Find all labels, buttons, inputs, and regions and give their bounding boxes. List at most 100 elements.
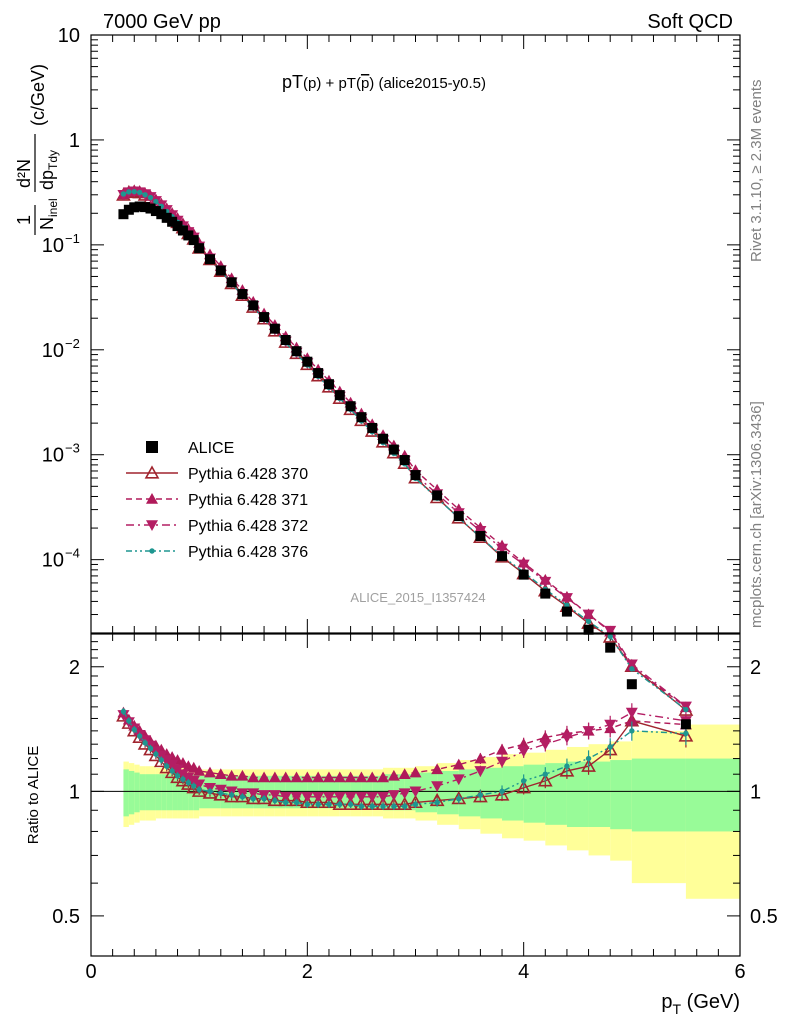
ratio-series-point xyxy=(213,787,229,801)
band-inner-segment xyxy=(139,774,146,811)
side-mcplots-label: mcplots.cern.ch [arXiv:1306.3436] xyxy=(748,401,765,628)
alice-data-point xyxy=(226,277,237,288)
ratio-series-point xyxy=(629,728,635,734)
ratio-series-point xyxy=(268,771,281,783)
main-y-tick-label: 10 xyxy=(42,550,64,572)
legend-entry-label: Pythia 6.428 372 xyxy=(188,518,308,535)
main-series-point xyxy=(683,706,689,713)
legend-marker xyxy=(144,465,160,479)
ratio-series-point xyxy=(355,792,368,803)
ratio-series-point xyxy=(131,726,137,733)
alice-data-point xyxy=(626,679,637,690)
ratio-series-point xyxy=(473,789,488,803)
ratio-series-point xyxy=(142,740,148,746)
ratio-series-point xyxy=(542,771,548,777)
alice-data-point xyxy=(680,719,691,730)
ratio-series-point xyxy=(247,788,260,800)
ratio-series-point xyxy=(456,795,462,802)
legend-entry-label: Pythia 6.428 371 xyxy=(188,492,308,509)
main-series-point xyxy=(607,633,613,640)
ratio-series-point xyxy=(625,707,638,719)
x-tick-label: 2 xyxy=(302,961,313,983)
main-series-point xyxy=(136,189,143,196)
band-inner-segment xyxy=(685,758,740,832)
plot-title-end: ) (alice2015-y0.5) xyxy=(369,75,486,92)
main-series-line xyxy=(123,190,687,707)
main-y-tick-label: 10 xyxy=(42,340,64,362)
alice-data-point xyxy=(475,531,486,542)
band-inner-segment xyxy=(128,770,135,815)
ratio-series-point xyxy=(366,792,379,803)
ratio-series-point xyxy=(431,781,444,793)
main-series-point xyxy=(539,576,552,588)
band-inner-segment xyxy=(502,766,524,821)
ratio-series-point xyxy=(174,773,181,779)
ratio-series-point xyxy=(398,788,411,800)
band-inner-segment xyxy=(172,774,178,811)
ylabel-unit: (c/GeV) xyxy=(28,64,48,126)
legend-entry-label: Pythia 6.428 376 xyxy=(188,544,308,561)
ratio-series-point xyxy=(604,719,617,731)
ratio-series-point xyxy=(607,744,613,750)
ratio-series-point xyxy=(581,758,596,772)
ratio-series-point xyxy=(564,763,570,769)
ratio-series-point xyxy=(261,795,267,802)
ratio-series-point xyxy=(225,769,238,781)
ratio-series-point xyxy=(409,786,422,798)
legend-marker xyxy=(149,548,155,554)
alice-data-point xyxy=(345,401,356,412)
ratio-series-point xyxy=(355,771,368,783)
main-series-point xyxy=(582,609,595,621)
main-series-point xyxy=(153,198,159,205)
legend-marker xyxy=(146,493,158,504)
x-tick-label: 6 xyxy=(734,961,745,983)
main-series-point xyxy=(126,189,132,195)
ratio-series-point xyxy=(377,792,390,803)
ratio-series-line xyxy=(122,711,686,808)
ratio-y-tick-label-left: 2 xyxy=(69,657,80,679)
band-inner-segment xyxy=(404,774,416,811)
ylabel-den-dp: dpTdy xyxy=(37,150,60,190)
ratio-series-point xyxy=(164,763,170,769)
x-tick-label: 0 xyxy=(85,961,96,983)
ratio-series-point xyxy=(477,792,484,798)
band-inner-segment xyxy=(145,774,151,811)
ratio-series-point xyxy=(358,803,365,810)
xlabel-unit: (GeV) xyxy=(687,991,740,1013)
ratio-series-point xyxy=(409,766,422,778)
band-inner-segment xyxy=(209,775,221,809)
ratio-series-point xyxy=(203,766,216,778)
plot-title-p: (p) + pT( xyxy=(303,75,361,92)
ratio-series-point xyxy=(539,739,552,751)
ratio-plot-area xyxy=(91,724,740,899)
xlabel-sub: T xyxy=(673,1001,682,1017)
main-y-axis-label: 1 Ninel d²N dpTdy (c/GeV) xyxy=(14,64,60,235)
ylabel-den-sub: inel xyxy=(46,198,60,217)
x-tick-label: 4 xyxy=(518,961,529,983)
ratio-series-line xyxy=(122,712,686,779)
ratio-series-line xyxy=(122,715,687,806)
ratio-series-point xyxy=(496,756,509,768)
main-series-point xyxy=(120,191,127,197)
ratio-series-point xyxy=(272,797,278,804)
ratio-series-point xyxy=(235,789,250,803)
ratio-series-point xyxy=(136,733,143,739)
ratio-series-point xyxy=(496,743,509,755)
band-inner-segment xyxy=(566,761,589,827)
alice-data-point xyxy=(129,202,140,213)
ratio-series-point xyxy=(126,718,132,724)
alice-data-point xyxy=(145,203,156,214)
ratio-series-point xyxy=(180,776,186,782)
ratio-series-point xyxy=(537,773,553,787)
alice-data-point xyxy=(291,346,302,357)
ratio-series-point xyxy=(187,776,200,787)
main-series-point xyxy=(142,192,148,198)
alice-data-point xyxy=(123,204,134,215)
ratio-series-point xyxy=(312,771,325,783)
band-inner-segment xyxy=(155,774,162,811)
alice-data-point xyxy=(177,225,188,236)
legend-marker xyxy=(146,520,158,531)
ratio-series-point xyxy=(520,778,527,784)
ratio-series-point xyxy=(312,792,325,803)
